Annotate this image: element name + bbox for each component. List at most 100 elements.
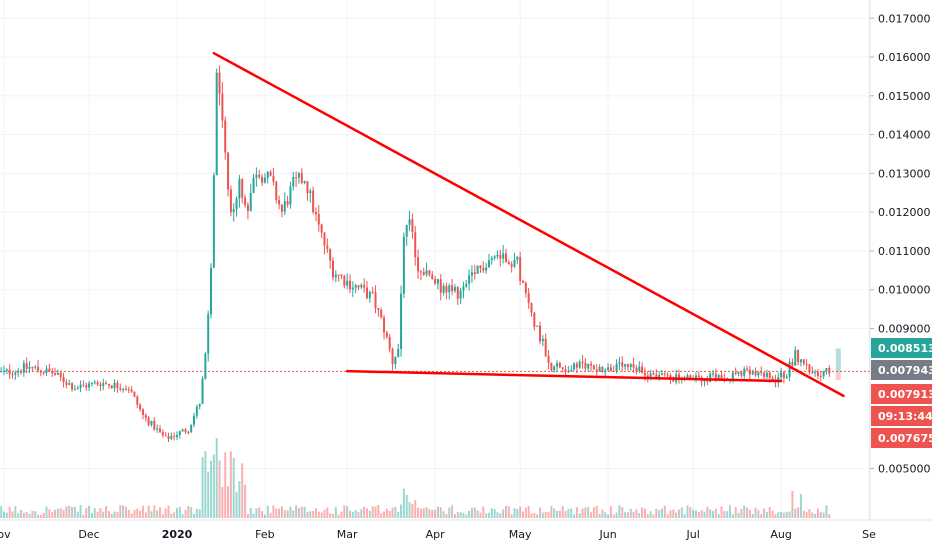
volume-bar bbox=[136, 508, 139, 518]
time-axis[interactable] bbox=[0, 519, 932, 550]
candle bbox=[675, 369, 678, 385]
trendline[interactable] bbox=[212, 51, 845, 398]
volume-bar bbox=[62, 510, 65, 518]
candle bbox=[638, 361, 641, 374]
volume-bar bbox=[278, 508, 281, 518]
volume-bar bbox=[777, 512, 780, 518]
price-flag: 0.007675 bbox=[871, 428, 932, 448]
volume-bar bbox=[672, 509, 675, 518]
candle bbox=[763, 371, 766, 380]
candle bbox=[621, 356, 624, 372]
candle bbox=[280, 204, 283, 218]
candle bbox=[0, 366, 3, 373]
volume-bar bbox=[419, 508, 422, 518]
volume-bar bbox=[224, 452, 227, 518]
volume-bar bbox=[751, 513, 754, 518]
candle bbox=[553, 365, 556, 373]
candle bbox=[609, 363, 612, 372]
volume-bar bbox=[720, 506, 723, 518]
volume-bar bbox=[609, 506, 612, 518]
x-tick-label: ov bbox=[0, 528, 11, 541]
volume-bar bbox=[8, 506, 11, 518]
candle bbox=[93, 379, 96, 385]
volume-bar bbox=[428, 509, 431, 518]
volume-bar bbox=[618, 505, 621, 518]
volume-bar bbox=[150, 511, 153, 518]
candle bbox=[754, 367, 757, 377]
candle bbox=[227, 152, 230, 197]
volume-bar bbox=[703, 511, 706, 518]
candle bbox=[456, 286, 459, 306]
candle bbox=[167, 432, 170, 443]
volume-bar bbox=[295, 505, 298, 518]
candle bbox=[224, 116, 227, 160]
candle bbox=[550, 362, 553, 372]
volume-bar bbox=[453, 514, 456, 518]
candle bbox=[541, 335, 544, 347]
volume-bar bbox=[51, 512, 54, 518]
candle bbox=[556, 360, 559, 373]
volume-bar bbox=[819, 511, 822, 518]
candle bbox=[510, 261, 513, 273]
candle bbox=[212, 172, 215, 269]
trendline[interactable] bbox=[345, 369, 783, 383]
volume-bar bbox=[388, 510, 391, 518]
candle bbox=[139, 403, 142, 412]
volume-bar bbox=[351, 511, 354, 518]
candle bbox=[802, 359, 805, 366]
candle bbox=[133, 391, 136, 398]
volume-bar bbox=[76, 511, 79, 518]
candle bbox=[193, 412, 196, 428]
candle bbox=[286, 195, 289, 208]
candle bbox=[326, 238, 329, 253]
volume-bar bbox=[765, 511, 768, 518]
volume-bar bbox=[541, 512, 544, 518]
volume-bar bbox=[303, 506, 306, 518]
candle bbox=[3, 365, 5, 376]
volume-bar bbox=[663, 505, 666, 518]
volume-bar bbox=[539, 507, 542, 518]
volume-bar bbox=[550, 506, 553, 518]
candle bbox=[590, 360, 593, 372]
volume-bar bbox=[408, 502, 411, 518]
candle bbox=[782, 370, 785, 384]
candle bbox=[485, 262, 488, 274]
candle bbox=[539, 321, 542, 345]
volume-bar bbox=[139, 510, 142, 518]
candle bbox=[584, 358, 587, 372]
volume-bar bbox=[524, 507, 527, 518]
candle bbox=[187, 430, 190, 435]
volume-bar bbox=[422, 508, 425, 518]
volume-bar bbox=[383, 511, 386, 518]
candle bbox=[195, 404, 198, 419]
candle bbox=[734, 367, 737, 376]
candle bbox=[380, 307, 383, 319]
volume-bar bbox=[504, 505, 507, 518]
volume-bar bbox=[791, 491, 794, 518]
candle bbox=[632, 357, 635, 373]
volume-bar bbox=[828, 514, 831, 518]
candle bbox=[184, 428, 187, 434]
volume-bar bbox=[598, 513, 601, 518]
candle bbox=[499, 249, 502, 267]
candle bbox=[751, 369, 754, 376]
volume-bar bbox=[244, 484, 247, 518]
candle bbox=[493, 254, 496, 261]
forming-candle bbox=[835, 348, 841, 372]
volume-bar bbox=[258, 507, 261, 518]
candle bbox=[37, 360, 40, 373]
volume-bar bbox=[570, 508, 573, 518]
candle bbox=[788, 358, 791, 382]
volume-bar bbox=[122, 505, 125, 518]
volume-bar bbox=[161, 514, 164, 518]
volume-bar bbox=[445, 513, 448, 518]
volume-bar bbox=[743, 505, 746, 518]
volume-bar bbox=[306, 512, 309, 518]
volume-bar bbox=[323, 509, 326, 518]
candle bbox=[343, 274, 346, 289]
volume-bar bbox=[556, 511, 559, 518]
volume-bar bbox=[788, 511, 791, 518]
volume-bar bbox=[510, 514, 513, 518]
candle bbox=[334, 270, 337, 283]
